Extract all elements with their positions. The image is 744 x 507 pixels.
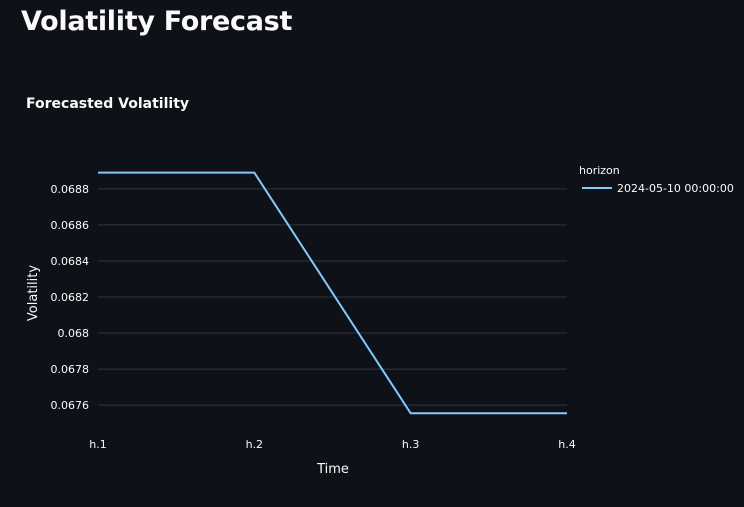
x-axis-title: Time [316,462,349,477]
y-tick-label: 0.0678 [51,363,90,376]
y-tick-label: 0.0682 [51,291,90,304]
x-tick-label: h.4 [558,438,575,451]
x-axis-ticks: h.1 h.2 h.3 h.4 [89,438,575,451]
y-tick-label: 0.0676 [51,399,90,412]
series-lines [98,171,567,415]
y-tick-label: 0.0684 [51,255,90,268]
legend-title: horizon [579,164,620,177]
legend-label: 2024-05-10 00:00:00 [617,182,734,195]
series-line [98,171,567,415]
y-tick-label: 0.0686 [51,219,90,232]
y-tick-label: 0.068 [58,327,90,340]
gridlines [98,188,567,406]
legend: horizon 2024-05-10 00:00:00 [579,164,734,195]
x-tick-label: h.2 [246,438,263,451]
page-title: Volatility Forecast [21,6,293,37]
y-axis-ticks: 0.0676 0.0678 0.068 0.0682 0.0684 0.0686 0.068… [51,183,90,412]
chart-title: Forecasted Volatility [26,96,189,112]
y-tick-label: 0.0688 [51,183,90,196]
y-axis-title: Volatility [26,265,41,321]
x-tick-label: h.1 [89,438,106,451]
x-tick-label: h.3 [402,438,419,451]
